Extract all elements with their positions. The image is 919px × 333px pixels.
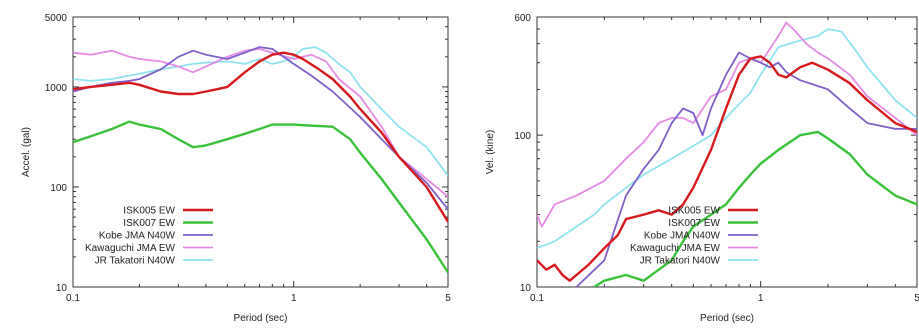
legend-label: JR Takatori N40W — [640, 256, 721, 267]
legend-label: ISK005 EW — [123, 206, 175, 217]
chart-panel-1: 0.1 1 5 10 100 1000 5000 Period (sec) Accel. (ga… — [21, 13, 451, 324]
x-tick-label: 5 — [445, 293, 451, 304]
series-line-kawaguchi-jma-ew — [537, 21, 917, 228]
series-lines — [73, 46, 448, 274]
legend-label: ISK007 EW — [668, 218, 720, 229]
plot-frame — [72, 16, 449, 288]
series-line-kobe-jma-n40w — [73, 46, 448, 210]
x-axis-label: Period (sec) — [700, 313, 754, 324]
x-tick-label: 0.1 — [66, 293, 80, 304]
y-tick-label: 100 — [514, 131, 531, 142]
legend-label: Kawaguchi JMA EW — [85, 243, 176, 254]
series-line-jr-takatori-n40w — [537, 28, 917, 250]
y-axis-label: Vel. (kine) — [485, 130, 496, 174]
y-tick-label: 10 — [56, 283, 68, 294]
y-tick-label: 10 — [520, 283, 532, 294]
y-tick-label: 100 — [50, 183, 67, 194]
plot-frame — [536, 16, 918, 288]
x-tick-label: 1 — [291, 293, 297, 304]
series-line-isk005-ew — [73, 51, 448, 223]
legend-label: JR Takatori N40W — [95, 256, 176, 267]
x-tick-label: 0.1 — [530, 293, 544, 304]
legend-label: ISK005 EW — [668, 206, 720, 217]
series-line-isk007-ew — [593, 130, 917, 287]
legend-label: Kobe JMA N40W — [99, 231, 176, 242]
legend-label: Kawaguchi JMA EW — [630, 243, 721, 254]
x-tick-label: 5 — [914, 293, 919, 304]
legend-label: Kobe JMA N40W — [644, 231, 721, 242]
series-line-kobe-jma-n40w — [575, 51, 917, 287]
series-lines — [537, 21, 917, 287]
chart-panel-2: 0.1 1 5 10 100 600 Period (sec) Vel. (kine) ISK0… — [485, 13, 919, 324]
series-line-jr-takatori-n40w — [73, 46, 448, 177]
x-axis-label: Period (sec) — [234, 313, 288, 324]
series-line-isk007-ew — [73, 120, 448, 274]
y-tick-label: 600 — [514, 13, 531, 24]
y-tick-label: 1000 — [45, 83, 68, 94]
series-line-isk005-ew — [537, 55, 917, 282]
y-axis-label: Accel. (gal) — [21, 127, 32, 177]
legend-label: ISK007 EW — [123, 218, 175, 229]
y-tick-label: 5000 — [45, 13, 68, 24]
x-tick-label: 1 — [758, 293, 764, 304]
